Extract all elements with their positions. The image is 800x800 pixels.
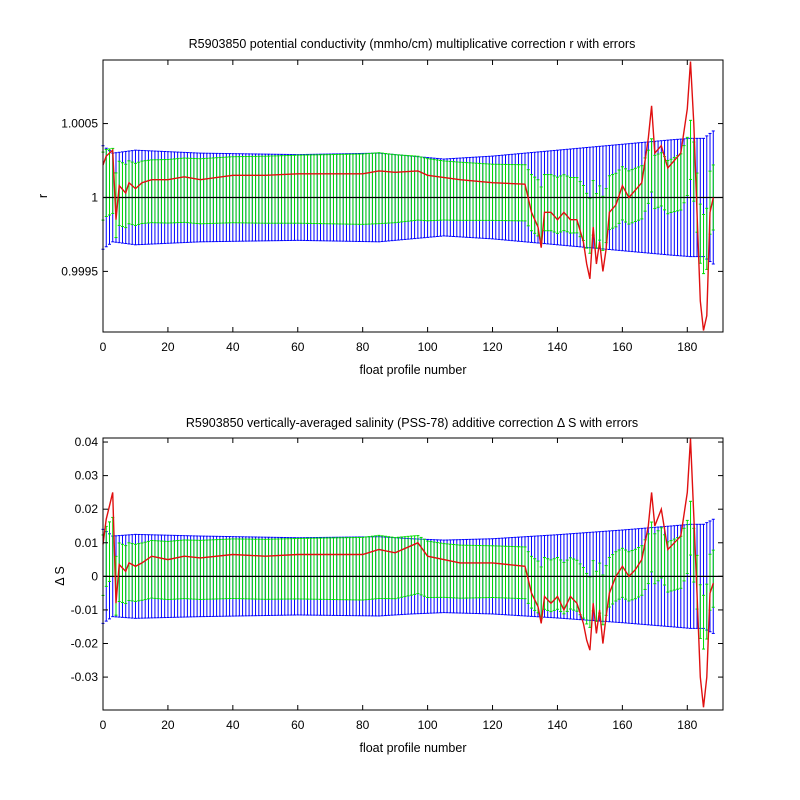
x-tick-label: 180 <box>677 718 697 732</box>
x-tick-label: 80 <box>356 340 370 354</box>
top-x-axis-label: float profile number <box>359 363 466 377</box>
bottom-correction-series <box>102 438 714 708</box>
bottom-panel: R5903850 vertically-averaged salinity (P… <box>53 416 724 755</box>
bottom-x-axis-label: float profile number <box>359 741 466 755</box>
x-tick-label: 180 <box>677 340 697 354</box>
y-tick-label: 1 <box>91 190 98 204</box>
y-tick-label: 0.01 <box>75 536 99 550</box>
bottom-chart-title: R5903850 vertically-averaged salinity (P… <box>186 416 638 430</box>
x-tick-label: 20 <box>161 340 175 354</box>
top-chart-title: R5903850 potential conductivity (mmho/cm… <box>189 37 636 51</box>
x-tick-label: 40 <box>226 718 240 732</box>
top-correction-series <box>102 61 714 331</box>
x-tick-label: 160 <box>612 718 632 732</box>
y-tick-label: 0 <box>91 569 98 583</box>
x-tick-label: 60 <box>291 718 305 732</box>
y-tick-label: -0.03 <box>71 670 99 684</box>
x-tick-label: 0 <box>100 340 107 354</box>
y-tick-label: 0.9995 <box>61 264 98 278</box>
top-panel: R5903850 potential conductivity (mmho/cm… <box>36 37 724 377</box>
y-tick-label: -0.02 <box>71 637 99 651</box>
x-tick-label: 0 <box>100 718 107 732</box>
x-tick-label: 160 <box>612 340 632 354</box>
x-tick-label: 120 <box>483 718 503 732</box>
x-tick-label: 140 <box>547 718 567 732</box>
bottom-plot-area <box>103 438 723 710</box>
y-tick-label: -0.01 <box>71 603 99 617</box>
top-y-axis-label: r <box>36 194 50 198</box>
top-x-axis: 0 20 40 60 80 100 120 140 160 180 <box>100 60 698 354</box>
x-tick-label: 60 <box>291 340 305 354</box>
bottom-y-axis: -0.03 -0.02 -0.01 0 0.01 0.02 0.03 0.04 <box>71 435 723 684</box>
top-y-axis: 0.9995 1 1.0005 <box>61 117 723 278</box>
x-tick-label: 100 <box>418 718 438 732</box>
x-tick-label: 140 <box>547 340 567 354</box>
y-tick-label: 0.04 <box>75 435 99 449</box>
x-tick-label: 80 <box>356 718 370 732</box>
y-tick-label: 0.03 <box>75 469 99 483</box>
bottom-axes-frame <box>102 437 724 711</box>
top-axes-frame <box>102 59 724 333</box>
x-tick-label: 120 <box>483 340 503 354</box>
bottom-y-axis-label: Δ S <box>53 566 67 585</box>
y-tick-label: 0.02 <box>75 502 99 516</box>
x-tick-label: 20 <box>161 718 175 732</box>
x-tick-label: 100 <box>418 340 438 354</box>
x-tick-label: 40 <box>226 340 240 354</box>
y-tick-label: 1.0005 <box>61 117 98 131</box>
top-plot-area <box>103 60 723 332</box>
bottom-x-axis: 0 20 40 60 80 100 120 140 160 180 <box>100 438 698 732</box>
